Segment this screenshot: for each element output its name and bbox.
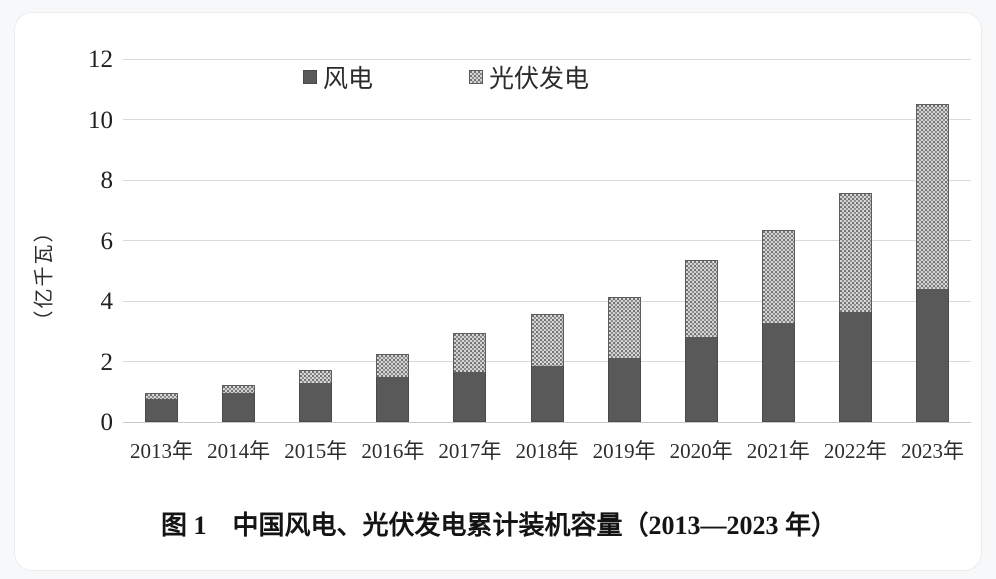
legend: 风电 光伏发电 <box>303 59 589 95</box>
bar-solar-segment <box>530 313 564 367</box>
bar-stack-2022年 <box>838 192 872 422</box>
bar-stack-2013年 <box>145 392 179 422</box>
bar-wind-segment <box>299 382 333 422</box>
bar-solar-segment <box>145 392 179 399</box>
y-tick-label: 8 <box>100 167 114 194</box>
bar-wind-segment <box>530 366 564 422</box>
gridline-y10 <box>123 119 971 120</box>
legend-label-wind: 风电 <box>323 66 374 93</box>
y-tick-label: 2 <box>100 348 114 376</box>
x-tick-label: 2019年 <box>592 439 656 463</box>
bar-solar-segment <box>684 260 718 337</box>
x-tick-label: 2016年 <box>361 439 425 463</box>
bar-stack-2021年 <box>761 230 795 422</box>
legend-swatch-solar-icon <box>469 70 484 84</box>
bar-stack-2019年 <box>607 296 641 422</box>
bar-stack-2020年 <box>684 260 718 422</box>
legend-label-solar: 光伏发电 <box>489 66 590 93</box>
gridline-y12 <box>123 58 971 60</box>
x-tick-label: 2020年 <box>669 439 733 463</box>
x-tick-label: 2023年 <box>900 439 964 463</box>
bar-stack-2016年 <box>376 353 410 422</box>
gridline-y4 <box>123 300 971 302</box>
y-tick-label: 4 <box>100 288 114 315</box>
x-tick-label: 2014年 <box>207 439 271 463</box>
x-tick-label: 2021年 <box>746 439 810 463</box>
x-tick-label: 2022年 <box>823 439 887 463</box>
x-tick-label: 2017年 <box>438 439 502 463</box>
bar-solar-segment <box>453 333 487 373</box>
bar-stack-2023年 <box>915 104 949 422</box>
legend-swatch-wind-icon <box>303 70 317 84</box>
bar-wind-segment <box>915 288 949 422</box>
legend-item-solar: 光伏发电 <box>469 59 589 95</box>
bar-stack-2017年 <box>453 333 487 422</box>
bar-wind-segment <box>453 372 487 422</box>
bar-wind-segment <box>684 337 718 422</box>
bar-wind-segment <box>222 392 256 422</box>
y-tick-label: 10 <box>88 106 113 134</box>
bar-stack-2018年 <box>530 313 564 422</box>
chart-area: （亿千瓦） 0 2 4 6 8 10 12 2013年 2014年 2015年 2016年 2017年… <box>15 13 983 493</box>
bar-wind-segment <box>145 398 179 422</box>
bar-wind-segment <box>376 376 410 422</box>
bar-solar-segment <box>222 384 256 393</box>
x-tick-label: 2013年 <box>130 439 194 463</box>
bar-solar-segment <box>915 104 949 289</box>
bar-stack-2014年 <box>222 384 256 422</box>
figure-card: （亿千瓦） 0 2 4 6 8 10 12 2013年 2014年 2015年 2016年 2017年… <box>14 12 982 571</box>
bar-solar-segment <box>607 296 641 359</box>
bar-wind-segment <box>838 311 872 422</box>
bar-wind-segment <box>761 322 795 422</box>
bar-wind-segment <box>607 358 641 422</box>
y-tick-label: 12 <box>88 46 113 73</box>
x-tick-label: 2015年 <box>284 439 348 463</box>
bar-solar-segment <box>838 192 872 312</box>
bar-solar-segment <box>299 369 333 383</box>
bar-stack-2015年 <box>299 369 333 422</box>
gridline-y6 <box>123 240 971 241</box>
x-tick-label: 2018年 <box>515 439 579 463</box>
gridline-y8 <box>123 179 971 181</box>
y-tick-label: 0 <box>100 409 114 436</box>
plot-area: 0 2 4 6 8 10 12 2013年 2014年 2015年 2016年 2017年 2018年 2… <box>88 47 971 463</box>
y-tick-label: 6 <box>100 227 114 255</box>
bar-solar-segment <box>376 353 410 377</box>
gridline-y0 <box>123 421 971 423</box>
bar-solar-segment <box>761 230 795 323</box>
figure-caption: 图 1 中国风电、光伏发电累计装机容量（2013—2023 年） <box>160 511 837 540</box>
legend-item-wind: 风电 <box>303 59 373 95</box>
